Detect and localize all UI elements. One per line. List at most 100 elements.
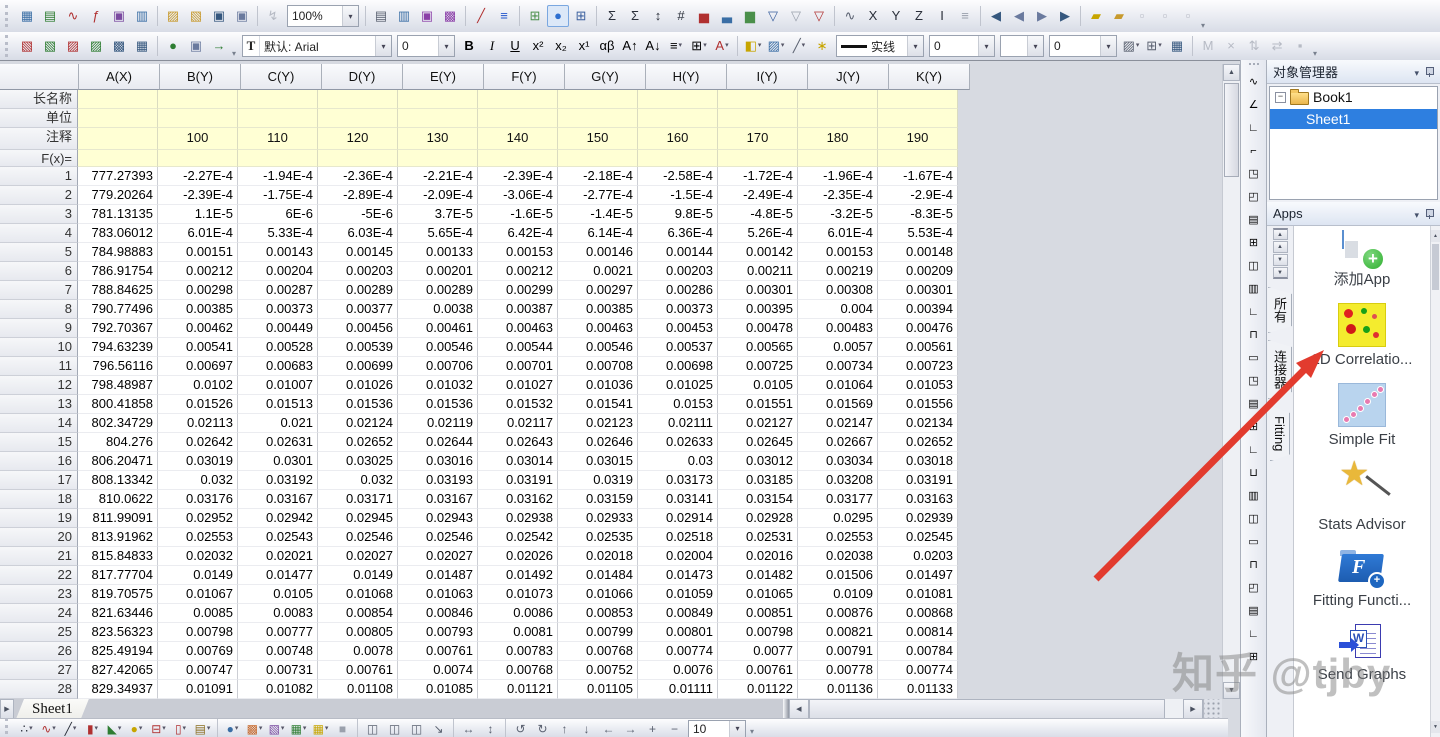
- cell[interactable]: 0.02631: [238, 433, 318, 452]
- insert-graph-icon[interactable]: ▧: [20, 38, 34, 53]
- header-row-cell[interactable]: [238, 109, 318, 128]
- column-header[interactable]: D(Y): [322, 64, 403, 90]
- pin-icon[interactable]: [1425, 66, 1434, 77]
- cell[interactable]: 0.00821: [798, 623, 878, 642]
- cell[interactable]: 0.00706: [398, 357, 478, 376]
- cell[interactable]: 0.00528: [238, 338, 318, 357]
- number-format-icon[interactable]: #: [677, 8, 685, 23]
- window-cascade-icon[interactable]: ◫: [366, 721, 379, 736]
- chevron-down-icon[interactable]: [342, 6, 358, 26]
- decrease-font-button[interactable]: A↓: [645, 38, 661, 53]
- cell[interactable]: -5E-6: [318, 205, 398, 224]
- apps-scroll-bottom-icon[interactable]: [1272, 267, 1288, 279]
- cell[interactable]: 0.00201: [398, 262, 478, 281]
- cell[interactable]: 0.03034: [798, 452, 878, 471]
- cell[interactable]: 0.00133: [398, 243, 478, 262]
- row-number[interactable]: 7: [0, 281, 78, 300]
- graph-template-icon[interactable]: ▥: [1248, 282, 1259, 295]
- cell[interactable]: 0.00308: [798, 281, 878, 300]
- cell[interactable]: 0.03162: [478, 490, 558, 509]
- cell[interactable]: 0.01081: [878, 585, 958, 604]
- header-row-cell[interactable]: [238, 90, 318, 109]
- cell[interactable]: 0.01556: [878, 395, 958, 414]
- cell[interactable]: 0.00289: [398, 281, 478, 300]
- header-row-cell[interactable]: [638, 109, 718, 128]
- cell[interactable]: 0.00387: [478, 300, 558, 319]
- header-row-cell[interactable]: [398, 90, 478, 109]
- cell[interactable]: 0.00761: [318, 661, 398, 680]
- cell[interactable]: 781.13135: [78, 205, 158, 224]
- pattern-fill-button[interactable]: ▨: [1120, 35, 1142, 57]
- cell[interactable]: 0.02928: [718, 509, 798, 528]
- header-row-cell[interactable]: [318, 109, 398, 128]
- italic-button[interactable]: I: [489, 38, 495, 53]
- cell[interactable]: 0.00145: [318, 243, 398, 262]
- cell[interactable]: 817.77704: [78, 566, 158, 585]
- highlight-color-button[interactable]: ▨: [765, 35, 787, 57]
- cell[interactable]: 0.01073: [478, 585, 558, 604]
- cell[interactable]: 806.20471: [78, 452, 158, 471]
- underline-button[interactable]: U: [510, 38, 520, 53]
- graph-template-icon[interactable]: ▭: [1248, 351, 1259, 364]
- cell[interactable]: 0.02945: [318, 509, 398, 528]
- cell[interactable]: 0.02642: [158, 433, 238, 452]
- cell[interactable]: 0.01025: [638, 376, 718, 395]
- graph-template-icon[interactable]: ⊞: [1248, 420, 1259, 433]
- font-size-combo[interactable]: 0: [397, 35, 456, 57]
- cell[interactable]: 0.01133: [878, 680, 958, 699]
- toolbar-overflow-icon[interactable]: [1201, 21, 1205, 30]
- open-template-icon[interactable]: ▧: [189, 8, 203, 23]
- pin-icon[interactable]: [1425, 208, 1434, 219]
- 3d-surface-plot-icon[interactable]: ▩: [244, 719, 265, 737]
- first-window-icon[interactable]: ◀: [991, 8, 1001, 23]
- video-icon[interactable]: ▩: [443, 8, 457, 23]
- cell[interactable]: 0.03167: [238, 490, 318, 509]
- cell[interactable]: 0.01122: [718, 680, 798, 699]
- cell[interactable]: -2.21E-4: [398, 167, 478, 186]
- cell[interactable]: -2.27E-4: [158, 167, 238, 186]
- cell[interactable]: 0.00761: [718, 661, 798, 680]
- cell[interactable]: 0.02939: [878, 509, 958, 528]
- greek-button[interactable]: αβ: [599, 38, 615, 53]
- graph-template-icon[interactable]: ∿: [1248, 75, 1259, 88]
- cell[interactable]: -3.2E-5: [798, 205, 878, 224]
- row-number[interactable]: 8: [0, 300, 78, 319]
- apps-scroll-up-icon[interactable]: [1272, 241, 1288, 253]
- horizontal-scroll-thumb[interactable]: [808, 699, 1165, 719]
- cell[interactable]: 0.00708: [558, 357, 638, 376]
- panel-menu-icon[interactable]: [1414, 64, 1419, 79]
- cell[interactable]: 0.02643: [478, 433, 558, 452]
- pan-right-icon[interactable]: →: [624, 721, 637, 736]
- row-number[interactable]: 13: [0, 395, 78, 414]
- cell[interactable]: 0.03018: [878, 452, 958, 471]
- cell[interactable]: 0.00297: [558, 281, 638, 300]
- cell[interactable]: 0.03177: [798, 490, 878, 509]
- cell[interactable]: 0.02933: [558, 509, 638, 528]
- cell[interactable]: 0.02016: [718, 547, 798, 566]
- cell[interactable]: -2.39E-4: [478, 167, 558, 186]
- cell[interactable]: 0.01136: [798, 680, 878, 699]
- column-plot-icon[interactable]: ▮: [82, 719, 103, 737]
- cell[interactable]: 0.00701: [478, 357, 558, 376]
- pie-plot-icon[interactable]: ●: [126, 719, 147, 737]
- cell-borders-button[interactable]: ⊞: [1143, 35, 1165, 57]
- dual-panel-icon[interactable]: ≡: [500, 8, 508, 23]
- cell[interactable]: 0.00565: [718, 338, 798, 357]
- graph-template-icon[interactable]: ▤: [1248, 604, 1259, 617]
- cell[interactable]: 0.02032: [158, 547, 238, 566]
- graph-template-icon[interactable]: ◳: [1248, 167, 1259, 180]
- apps-scroll-top-icon[interactable]: [1272, 228, 1288, 240]
- copy-graph-icon[interactable]: ▨: [89, 38, 103, 53]
- row-number[interactable]: 5: [0, 243, 78, 262]
- graph-template-icon[interactable]: ◫: [1248, 512, 1259, 525]
- cell[interactable]: 0.01473: [638, 566, 718, 585]
- app-simple-fit[interactable]: Simple Fit: [1329, 382, 1395, 450]
- row-number[interactable]: 14: [0, 414, 78, 433]
- cell[interactable]: 0.03176: [158, 490, 238, 509]
- header-row-cell[interactable]: [318, 150, 398, 167]
- window-tile-horizontal-icon[interactable]: ◫: [388, 721, 401, 736]
- cell[interactable]: 0.01484: [558, 566, 638, 585]
- cell[interactable]: -1.67E-4: [878, 167, 958, 186]
- cell[interactable]: 0.02943: [398, 509, 478, 528]
- increase-font-button[interactable]: A↑: [622, 38, 638, 53]
